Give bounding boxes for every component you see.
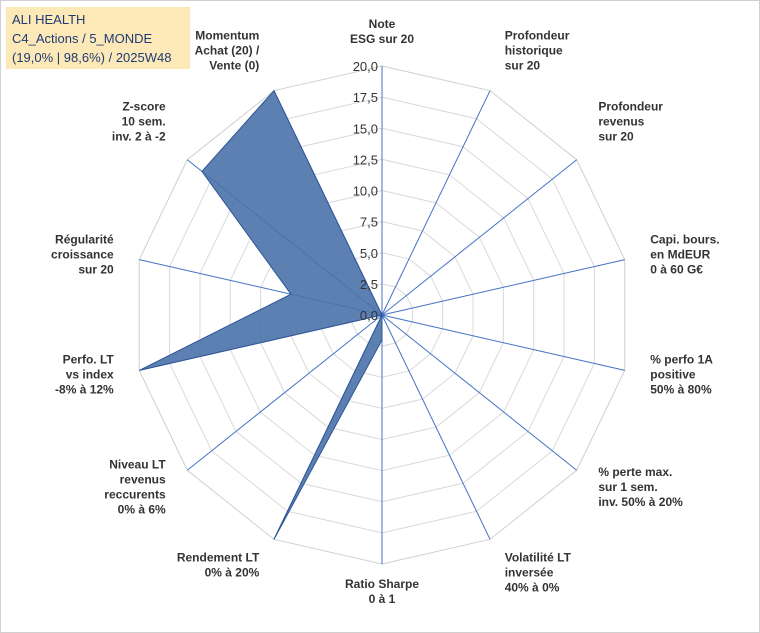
axis-label: vs index [66,367,114,381]
axis-label: 50% à 80% [650,382,712,396]
axis-spoke [381,314,625,371]
axis-spoke [381,90,491,316]
axis-label: Perfo. LT [63,352,115,366]
axis-spoke [381,314,491,540]
axis-label: Profondeur [505,29,570,43]
axis-label: 40% à 0% [505,580,560,594]
axis-label-group: Rendement LT0% à 20% [177,550,260,579]
radial-ticks: 0,0 2,5 5,0 7,5 10,0 12,5 15,0 17,5 20,0 [353,59,378,323]
axis-label: Niveau LT [109,458,166,472]
axis-label: reccurents [104,488,166,502]
axis-label-group: % perte max.sur 1 sem.inv. 50% à 20% [598,465,683,509]
axis-label: Régularité [55,233,114,247]
axis-spoke [187,314,383,471]
axis-label: 0 à 60 G€ [650,263,703,277]
tick-label: 17,5 [353,90,378,105]
axis-label: Vente (0) [209,59,259,73]
tick-label: 2,5 [360,277,378,292]
axis-label: sur 20 [505,59,541,73]
axis-label: % perfo 1A [650,352,713,366]
tick-label: 12,5 [353,152,378,167]
axis-label: inv. 50% à 20% [598,495,683,509]
axis-label: ESG sur 20 [350,32,414,46]
axis-label: sur 1 sem. [598,480,657,494]
tick-label: 7,5 [360,215,378,230]
axis-label: 0% à 20% [205,565,260,579]
series-area [139,89,383,540]
chart-title-category: C4_Actions / 5_MONDE [12,31,153,46]
axis-label: 10 sem. [122,114,166,128]
tick-label: 0,0 [360,308,378,323]
axis-label: revenus [598,114,644,128]
axis-spoke [381,159,577,316]
axis-label: Momentum [195,29,259,43]
axis-label: positive [650,367,696,381]
tick-label: 20,0 [353,59,378,74]
axis-label: Capi. bours. [650,233,719,247]
axis-label: en MdEUR [650,248,710,262]
axis-label: historique [505,44,563,58]
radar-series [139,89,383,540]
chart-title-box: ALI HEALTH C4_Actions / 5_MONDE (19,0% |… [6,7,190,69]
chart-title-company: ALI HEALTH [12,12,86,27]
axis-label: -8% à 12% [55,382,114,396]
tick-label: 15,0 [353,121,378,136]
axis-spoke [381,259,625,316]
axis-label: 0% à 6% [118,503,166,517]
axis-label: Note [369,17,396,31]
axis-spoke [381,314,577,471]
axis-label: inversée [505,565,554,579]
axis-label: sur 20 [598,129,634,143]
axis-label: 0 à 1 [369,592,396,606]
chart-title-stats: (19,0% | 98,6%) / 2025W48 [12,50,172,65]
axis-label: croissance [51,248,114,262]
tick-label: 5,0 [360,246,378,261]
axis-label: Ratio Sharpe [345,577,419,591]
axis-label: Rendement LT [177,550,260,564]
axis-label: Z-score [122,99,166,113]
axis-label: Volatilité LT [505,550,572,564]
tick-label: 10,0 [353,184,378,199]
axis-label: inv. 2 à -2 [112,129,166,143]
axis-label: Profondeur [598,99,663,113]
axis-label: revenus [120,473,166,487]
axis-label: sur 20 [78,263,114,277]
axis-label: Achat (20) / [195,44,260,58]
axis-label: % perte max. [598,465,672,479]
